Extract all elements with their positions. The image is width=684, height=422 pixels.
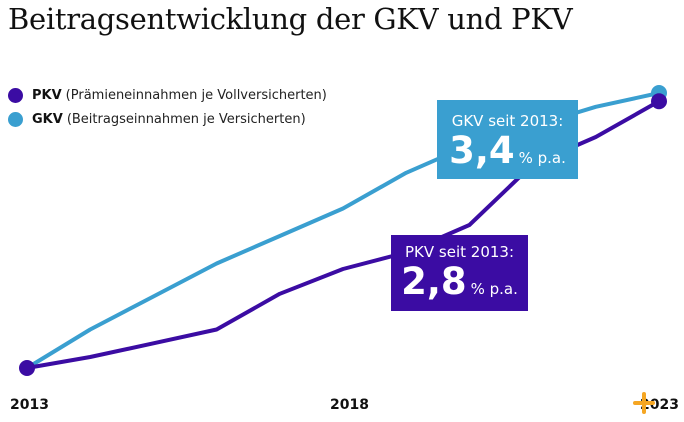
series-end-point-pkv	[651, 93, 667, 110]
callout-gkv: GKV seit 2013: 3,4% p.a.	[437, 100, 578, 179]
callout-pkv-unit: % p.a.	[470, 280, 518, 298]
plus-logo-icon	[633, 392, 655, 414]
callout-gkv-unit: % p.a.	[518, 149, 566, 167]
legend-item-pkv: PKV (Prämieneinnahmen je Vollversicherte…	[8, 86, 327, 105]
x-tick-label-2018: 2018	[330, 397, 369, 413]
legend-desc-gkv: (Beitragseinnahmen je Versicherten)	[66, 112, 306, 127]
legend-desc-pkv: (Prämieneinnahmen je Vollversicherten)	[65, 88, 327, 103]
legend-dot-pkv	[8, 88, 23, 103]
series-start-point	[19, 360, 35, 376]
legend-item-gkv: GKV (Beitragseinnahmen je Versicherten)	[8, 110, 327, 129]
x-tick-label-2013: 2013	[10, 397, 49, 413]
legend: PKV (Prämieneinnahmen je Vollversicherte…	[8, 86, 327, 134]
callout-gkv-value: 3,4	[449, 129, 515, 172]
callout-pkv-label: PKV seit 2013:	[405, 243, 514, 261]
legend-name-gkv: GKV	[32, 112, 63, 127]
legend-dot-gkv	[8, 112, 23, 127]
chart-title: Beitragsentwicklung der GKV und PKV	[8, 2, 573, 36]
legend-name-pkv: PKV	[32, 88, 62, 103]
callout-pkv: PKV seit 2013: 2,8% p.a.	[391, 235, 528, 311]
callout-gkv-label: GKV seit 2013:	[451, 112, 564, 130]
callout-pkv-value: 2,8	[401, 260, 467, 303]
